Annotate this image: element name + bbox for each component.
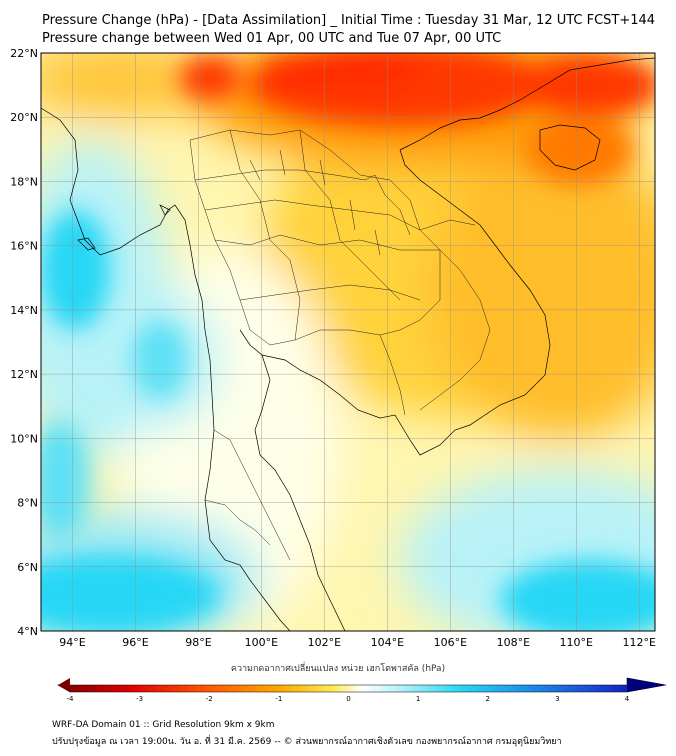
lat-tick-label: 8°N [17, 497, 38, 510]
pressure-field [41, 53, 655, 631]
colorbar-label: ความกดอากาศเปลี่ยนแปลง หน่วย เฮกโตพาสคัล… [230, 664, 446, 674]
lat-tick-label: 4°N [17, 625, 38, 638]
province-borders [189, 129, 491, 561]
colorbar-tick-label: 3 [555, 695, 559, 703]
colorbar-tick-label: 0 [346, 695, 350, 703]
lat-tick-label: 20°N [10, 111, 38, 124]
footer-model-info: WRF-DA Domain 01 :: Grid Resolution 9km … [52, 720, 275, 730]
lat-tick-label: 12°N [10, 368, 38, 381]
colorbar-tick-labels: -4 -3 -2 -1 0 1 2 3 4 [67, 695, 630, 703]
map-title: Pressure Change (hPa) - [Data Assimilati… [42, 13, 656, 28]
latitude-tick-labels: 4°N 6°N 8°N 10°N 12°N 14°N 16°N 18°N 20°N 22°N [10, 47, 38, 638]
lat-tick-label: 16°N [10, 240, 38, 253]
colorbar-tick-label: 2 [486, 695, 490, 703]
colorbar-bar [56, 677, 667, 693]
lon-tick-label: 102°E [308, 636, 341, 649]
lat-tick-label: 22°N [10, 47, 38, 60]
lat-tick-label: 10°N [10, 432, 38, 445]
lon-tick-label: 96°E [122, 636, 148, 649]
lon-tick-label: 104°E [371, 636, 404, 649]
lon-tick-label: 112°E [623, 636, 656, 649]
colorbar-tick-label: 1 [416, 695, 420, 703]
colorbar-tick-label: -2 [206, 695, 213, 703]
lat-tick-label: 14°N [10, 304, 38, 317]
lat-tick-label: 6°N [17, 561, 38, 574]
colorbar: -4 -3 -2 -1 0 1 2 3 4 [56, 677, 667, 703]
coastlines [41, 57, 655, 631]
lon-tick-label: 94°E [59, 636, 85, 649]
colorbar-tick-label: 4 [625, 695, 630, 703]
longitude-tick-labels: 94°E 96°E 98°E 100°E 102°E 104°E 106°E 108°E 110… [59, 636, 656, 649]
footer-update-info: ปรับปรุงข้อมูล ณ เวลา 19:00น. วัน อ. ที่… [52, 737, 562, 747]
colorbar-tick-label: -4 [67, 695, 75, 703]
colorbar-max-arrow [627, 678, 666, 692]
colorbar-min-arrow [58, 678, 70, 692]
lat-tick-label: 18°N [10, 175, 38, 188]
lon-tick-label: 106°E [434, 636, 467, 649]
lon-tick-label: 98°E [185, 636, 211, 649]
lon-tick-label: 108°E [497, 636, 530, 649]
graticule [41, 53, 655, 631]
map-subtitle: Pressure change between Wed 01 Apr, 00 U… [42, 31, 502, 46]
colorbar-tick-label: -3 [136, 695, 143, 703]
colorbar-tick-label: -1 [275, 695, 282, 703]
lon-tick-label: 100°E [245, 636, 278, 649]
lon-tick-label: 110°E [560, 636, 593, 649]
map-frame [40, 52, 656, 632]
